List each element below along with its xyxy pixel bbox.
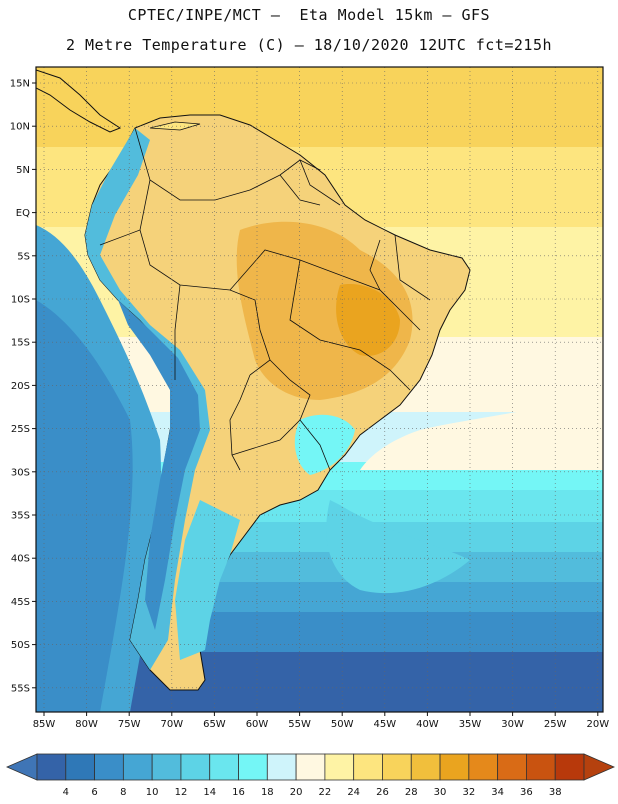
longitude-tick-label: 80W: [75, 719, 98, 730]
colorbar-swatch: [122, 753, 153, 781]
colorbar-label: 4: [63, 787, 69, 798]
colorbar-label: 14: [203, 787, 216, 798]
latitude-axis: 15N 10N 5N EQ 5S 10S 15S 20S 25S 30S 35S 40S 45S 50S 5…: [10, 79, 36, 694]
colorbar-swatch: [468, 753, 499, 781]
longitude-tick-label: 85W: [33, 719, 56, 730]
country-borders: [99, 127, 431, 471]
longitude-tick-label: 30W: [501, 719, 524, 730]
southern-brazil-cool-region: [294, 414, 355, 475]
colorbar-label: 36: [520, 787, 533, 798]
colorbar-label: 32: [462, 787, 475, 798]
latitude-tick-label: 40S: [11, 554, 30, 565]
latitude-tick-label: 15S: [11, 338, 30, 349]
latitude-tick-label: 25S: [11, 424, 30, 435]
colorbar-label: 24: [347, 787, 360, 798]
longitude-tick-label: 70W: [160, 719, 183, 730]
longitude-tick-label: 50W: [331, 719, 354, 730]
andes-cool-strip: [85, 128, 210, 670]
longitude-tick-label: 35W: [459, 719, 482, 730]
colorbar-swatch: [238, 753, 268, 781]
longitude-tick-label: 20W: [586, 719, 609, 730]
latitude-tick-label: 5N: [16, 165, 30, 176]
colorbar-label: 16: [232, 787, 245, 798]
atlantic-warm-tongue: [360, 395, 603, 470]
colorbar-label: 12: [175, 787, 188, 798]
longitude-tick-label: 45W: [373, 719, 396, 730]
colorbar-swatch: [410, 753, 441, 781]
colorbar-label: 28: [405, 787, 418, 798]
colorbar-label: 22: [319, 787, 332, 798]
colorbar-swatch: [295, 753, 326, 781]
map-subtitle: 2 Metre Temperature (C) – 18/10/2020 12U…: [65, 36, 553, 54]
caribbean-island: [149, 121, 201, 131]
colorbar-label: 6: [91, 787, 97, 798]
colorbar-label: 8: [120, 787, 126, 798]
colorbar-swatch: [209, 753, 239, 781]
longitude-tick-label: 60W: [246, 719, 269, 730]
latitude-tick-label: 10N: [10, 122, 30, 133]
latitude-tick-label: 15N: [10, 79, 30, 90]
patagonia-cool-region: [175, 500, 240, 660]
colorbar-swatch: [324, 753, 355, 781]
longitude-axis: 85W 80W 75W 70W 65W 60W 55W 50W 45W 40W 35W 30W 25W 2…: [33, 712, 609, 730]
latitude-tick-label: 45S: [11, 597, 30, 608]
colorbar-swatch: [266, 753, 297, 781]
colorbar-swatch: [94, 753, 124, 781]
longitude-tick-label: 75W: [118, 719, 141, 730]
colorbar-label: 10: [146, 787, 159, 798]
colorbar-label: 26: [376, 787, 389, 798]
colorbar-right-arrow: [583, 753, 616, 781]
latitude-tick-label: 50S: [11, 640, 30, 651]
colorbar-swatch: [353, 753, 383, 781]
temperature-colorbar: 4 6 8 10 12 14 16 18 20 22 24 26 28 30 32 34 36 38: [5, 753, 616, 798]
latitude-tick-label: 55S: [11, 683, 30, 694]
colorbar-swatch: [65, 753, 95, 781]
colorbar-label: 20: [290, 787, 303, 798]
latitude-tick-label: 20S: [11, 381, 30, 392]
colorbar-label: 18: [261, 787, 274, 798]
longitude-tick-label: 55W: [288, 719, 311, 730]
hot-core-region: [336, 284, 400, 356]
colorbar-swatch: [439, 753, 470, 781]
graticule: [36, 67, 603, 712]
colorbar-swatch: [180, 753, 211, 781]
latitude-tick-label: 10S: [11, 295, 30, 306]
colorbar-label: 30: [434, 787, 447, 798]
colorbar-left-arrow: [5, 753, 38, 781]
latitude-tick-label: 5S: [17, 251, 30, 262]
atlantic-cold-plume: [326, 500, 470, 594]
colorbar-label: 38: [549, 787, 562, 798]
map-title: CPTEC/INPE/MCT – Eta Model 15km – GFS: [127, 6, 491, 24]
colorbar-label: 34: [491, 787, 504, 798]
latitude-tick-label: 35S: [11, 511, 30, 522]
latitude-tick-label: 30S: [11, 467, 30, 478]
colorbar-swatch: [554, 753, 585, 781]
longitude-tick-label: 65W: [203, 719, 226, 730]
colorbar-swatch: [497, 753, 527, 781]
colorbar-swatch: [382, 753, 412, 781]
latitude-tick-label: EQ: [16, 208, 30, 219]
colorbar-swatch: [151, 753, 182, 781]
longitude-tick-label: 40W: [416, 719, 439, 730]
colorbar-swatch: [36, 753, 67, 781]
andes-cold-core: [118, 300, 200, 630]
longitude-tick-label: 25W: [544, 719, 567, 730]
pacific-cooler-core: [36, 300, 133, 712]
colorbar-swatch: [526, 753, 556, 781]
central-america-land: [36, 69, 122, 133]
ocean-band-28: [36, 67, 603, 147]
map-frame: [35, 66, 604, 713]
